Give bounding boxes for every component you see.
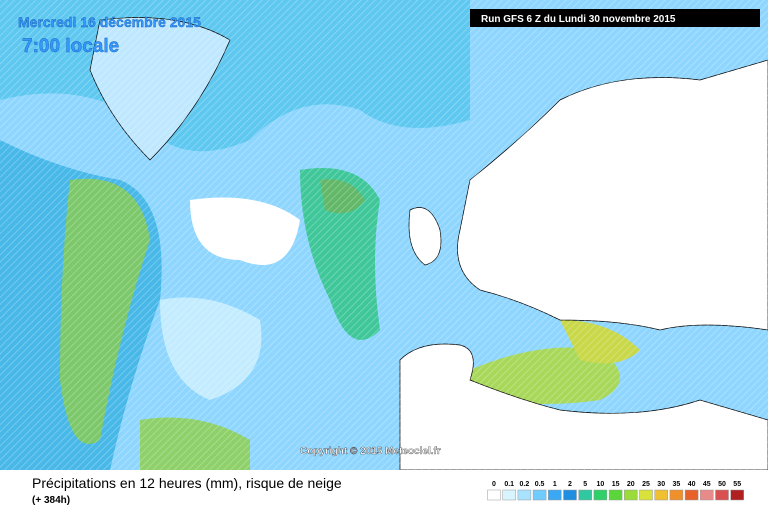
legend-label: 5: [583, 481, 587, 488]
legend-swatch: [517, 489, 532, 501]
legend-label: 0.2: [520, 481, 530, 488]
legend-label: 45: [703, 481, 711, 488]
legend-swatch: [608, 489, 623, 501]
legend-label: 0.5: [535, 481, 545, 488]
legend-swatch: [700, 489, 714, 501]
legend-swatch: [563, 489, 577, 501]
legend-swatch: [654, 489, 668, 501]
legend-label: 25: [642, 481, 650, 488]
legend-label: 15: [612, 481, 620, 488]
snow-hatching: [0, 0, 768, 470]
legend-swatch: [730, 489, 744, 501]
legend-label: 55: [733, 481, 741, 488]
legend-label: 20: [627, 481, 635, 488]
legend-label: 35: [673, 481, 681, 488]
legend-swatch: [487, 489, 501, 501]
legend-label: 10: [597, 481, 605, 488]
copyright: Copyright © 2015 Meteociel.fr: [300, 446, 441, 457]
legend-label: 2: [568, 481, 572, 488]
forecast-time: 7:00 locale: [22, 36, 119, 57]
legend-swatch: [684, 489, 699, 501]
legend-swatch: [502, 489, 516, 501]
footer-title: Précipitations en 12 heures (mm), risque…: [32, 475, 342, 491]
footer-lead: (+ 384h): [32, 495, 70, 506]
legend-label: 30: [657, 481, 665, 488]
legend-swatch: [624, 489, 638, 501]
legend-label: 50: [718, 481, 726, 488]
legend-label: 0.1: [504, 481, 514, 488]
legend-swatch: [669, 489, 684, 501]
legend-swatch: [593, 489, 608, 501]
forecast-date: Mercredi 16 décembre 2015: [18, 14, 201, 30]
legend-label: 40: [688, 481, 696, 488]
run-info: Run GFS 6 Z du Lundi 30 novembre 2015: [481, 14, 676, 25]
run-box: [470, 9, 760, 27]
legend-swatch: [548, 489, 562, 501]
legend-swatch: [639, 489, 653, 501]
legend-swatch: [578, 489, 592, 501]
legend-swatch: [715, 489, 729, 501]
legend-label: 0: [492, 481, 496, 488]
legend-swatch: [532, 489, 547, 501]
legend-label: 1: [553, 481, 557, 488]
legend: 0 0.1 0.2 0.5 1 2 5 10 15 20 25 30 35 40 45 50 55: [487, 481, 744, 501]
